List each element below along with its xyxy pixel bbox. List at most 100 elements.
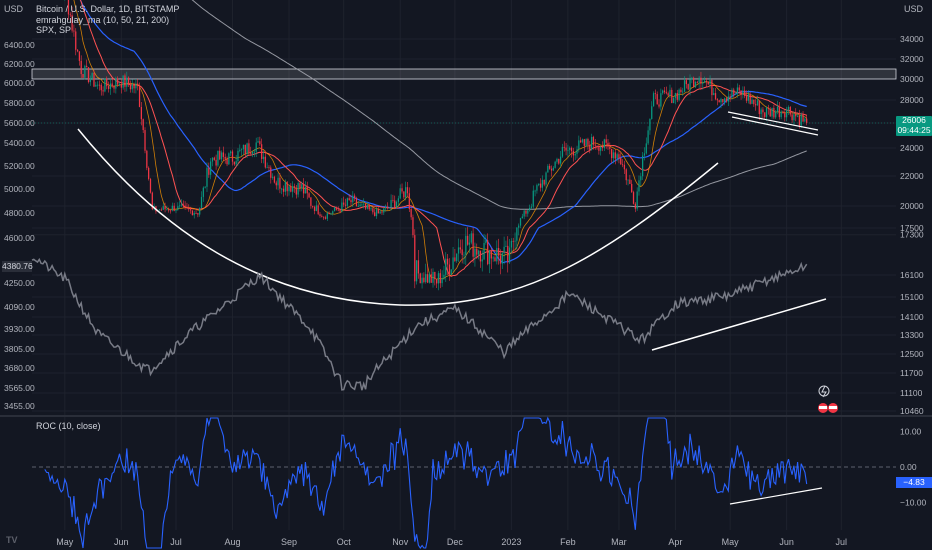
candle-body: [574, 153, 576, 156]
candle-body: [747, 94, 749, 101]
candle-body: [680, 89, 682, 93]
candle-body: [549, 165, 551, 169]
candle-body: [456, 253, 458, 261]
indicator-title[interactable]: emrahgulay_ma (10, 50, 21, 200): [36, 14, 170, 25]
candle-body: [738, 87, 740, 91]
candle-body: [505, 245, 507, 247]
candle-body: [151, 192, 153, 210]
candle-body: [791, 114, 793, 121]
candle-body: [545, 172, 547, 185]
candle-body: [496, 248, 498, 262]
x-axis-tick-label: Jul: [836, 537, 848, 547]
left-axis-tick-label: 5800.00: [4, 98, 35, 108]
candle-body: [682, 91, 684, 93]
candle-body: [532, 190, 534, 207]
candle-body: [277, 177, 279, 186]
candle-body: [177, 206, 179, 211]
candle-body: [459, 247, 461, 250]
candle-body: [111, 83, 113, 87]
candle-body: [348, 198, 350, 201]
candle-body: [423, 277, 425, 283]
candle-body: [758, 100, 760, 115]
x-axis-tick-label: 2023: [501, 537, 521, 547]
right-axis-tick-label: 24000: [900, 143, 924, 153]
candle-body: [767, 108, 770, 110]
candle-body: [525, 210, 527, 214]
candle-body: [494, 257, 496, 262]
x-axis-tick-label: Jul: [170, 537, 182, 547]
candle-body: [251, 151, 254, 154]
right-axis-tick-label: 17300: [900, 230, 924, 240]
candle-body: [718, 100, 720, 103]
candle-body: [631, 183, 633, 193]
candle-body: [567, 149, 569, 151]
candle-body: [372, 208, 374, 213]
candle-body: [246, 143, 248, 155]
candle-body: [240, 149, 243, 151]
x-axis-tick-label: Dec: [447, 537, 464, 547]
candle-body: [556, 158, 558, 162]
candle-body: [521, 216, 523, 219]
candle-body: [492, 257, 494, 259]
candle-body: [734, 93, 737, 95]
candle-body: [271, 176, 274, 178]
chart-legend[interactable]: Bitcoin / U.S. Dollar, 1D, BITSTAMP emra…: [36, 4, 179, 36]
candle-body: [530, 206, 533, 208]
candle-body: [793, 114, 795, 121]
compare-title[interactable]: SPX, SP: [36, 25, 72, 35]
candle-body: [470, 233, 472, 243]
candle-body: [242, 144, 245, 150]
right-axis-tick-label: 12500: [900, 349, 924, 359]
x-axis-tick-label: May: [722, 537, 740, 547]
candle-body: [782, 111, 784, 114]
candle-body: [689, 79, 691, 90]
left-axis-tick-label: 5000.00: [4, 184, 35, 194]
candle-body: [490, 250, 492, 259]
candle-body: [122, 75, 124, 88]
tradingview-logo[interactable]: TV: [6, 535, 18, 545]
roc-legend[interactable]: ROC (10, close): [36, 421, 101, 431]
candle-body: [117, 78, 119, 85]
candle-body: [700, 77, 702, 84]
flag-icon: [829, 406, 837, 409]
candle-body: [197, 213, 199, 215]
candle-body: [355, 198, 358, 207]
candle-body: [559, 156, 562, 164]
candle-body: [727, 96, 729, 102]
candle-body: [472, 233, 474, 257]
left-axis-tick-label: 3455.00: [4, 401, 35, 411]
candle-body: [778, 106, 780, 118]
candle-body: [406, 187, 409, 194]
right-axis-tick-label: 17500: [900, 223, 924, 233]
candle-body: [107, 86, 110, 89]
candle-body: [312, 205, 314, 207]
candle-body: [474, 248, 476, 257]
candle-body: [514, 240, 516, 242]
left-axis-tick-label: 3565.00: [4, 383, 35, 393]
candle-body: [200, 196, 203, 209]
flag-icon: [819, 406, 827, 409]
candle-body: [641, 155, 644, 177]
candle-body: [434, 271, 436, 280]
candle-body: [401, 188, 403, 192]
candle-body: [775, 111, 777, 118]
candle-body: [96, 84, 99, 86]
symbol-title[interactable]: Bitcoin / U.S. Dollar, 1D, BITSTAMP: [36, 4, 180, 14]
event-markers[interactable]: [818, 385, 838, 413]
candle-body: [804, 118, 806, 122]
candle-body: [654, 93, 657, 95]
candle-body: [69, 14, 71, 16]
candle-body: [601, 146, 604, 148]
candle-body: [102, 90, 104, 92]
candle-body: [115, 78, 117, 89]
candle-body: [149, 178, 152, 193]
candle-body: [620, 158, 622, 165]
x-axis-tick-label: Jun: [114, 537, 129, 547]
candle-body: [528, 207, 531, 211]
candle-body: [764, 112, 766, 117]
candle-body: [711, 80, 713, 96]
candle-body: [352, 195, 354, 203]
candle-body: [627, 179, 629, 181]
candle-body: [279, 177, 281, 189]
